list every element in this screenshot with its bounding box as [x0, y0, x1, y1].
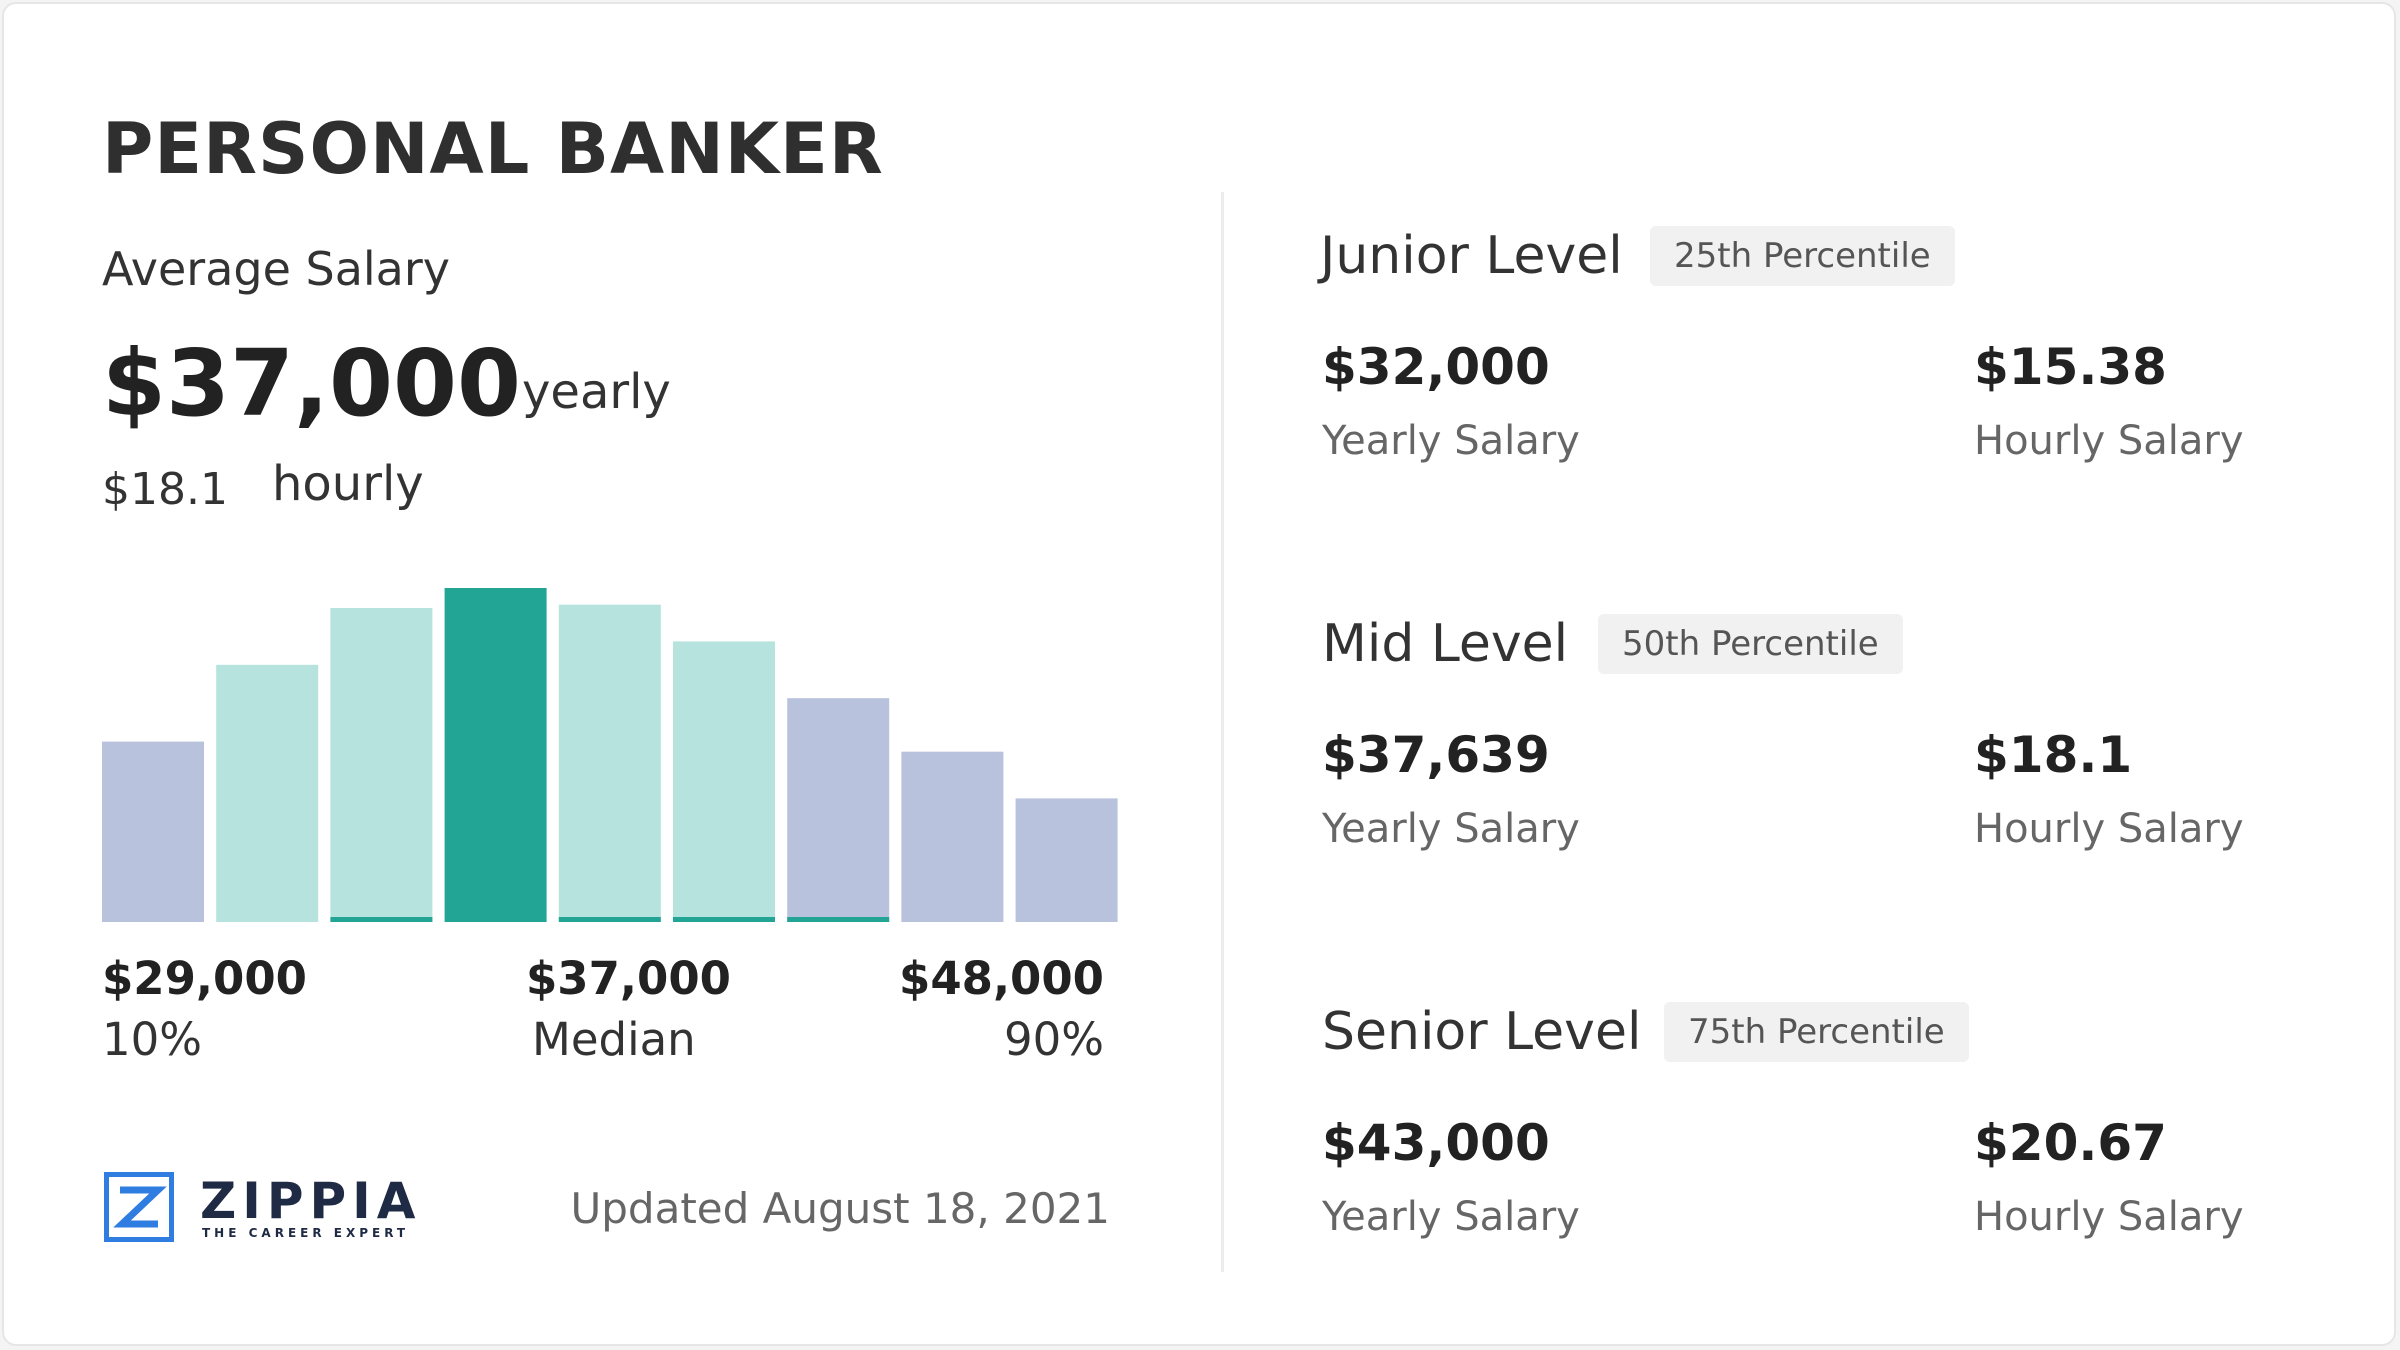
- junior-hourly-label: Hourly Salary: [1974, 418, 2244, 464]
- zippia-tagline: THE CAREER EXPERT: [202, 1226, 410, 1240]
- x-label-median-value: $37,000: [526, 952, 731, 1005]
- average-yearly-value: $37,000: [102, 330, 522, 437]
- percentile-badge-senior: 75th Percentile: [1664, 1002, 1969, 1062]
- average-yearly-unit: yearly: [522, 364, 671, 420]
- x-label-median-caption: Median: [532, 1013, 696, 1066]
- junior-hourly-value: $15.38: [1974, 338, 2167, 396]
- histogram-bar: [1015, 798, 1118, 922]
- salary-histogram: [102, 588, 1118, 922]
- percentile-badge-mid: 50th Percentile: [1598, 614, 1903, 674]
- column-divider: [1221, 192, 1224, 1272]
- x-label-low: $29,000 10%: [102, 952, 307, 1066]
- x-label-low-caption: 10%: [102, 1013, 203, 1066]
- level-title-senior: Senior Level: [1322, 1002, 1642, 1062]
- updated-date: Updated August 18, 2021: [570, 1184, 1110, 1233]
- histogram-bar: [673, 641, 775, 922]
- histogram-bar-accent-line: [330, 917, 433, 922]
- histogram-bar-accent-line: [787, 917, 890, 922]
- x-label-low-value: $29,000: [102, 952, 307, 1005]
- level-title-junior: Junior Level: [1320, 226, 1623, 286]
- x-label-high: $48,000 90%: [899, 952, 1104, 1066]
- junior-yearly-label: Yearly Salary: [1322, 418, 1580, 464]
- histogram-bar-accent-line: [673, 917, 775, 922]
- histogram-bar: [216, 664, 319, 922]
- mid-yearly-value: $37,639: [1322, 726, 1550, 784]
- histogram-bar: [901, 751, 1004, 922]
- histogram-bar: [787, 698, 890, 922]
- histogram-bar: [558, 604, 661, 922]
- histogram-bar: [102, 741, 204, 922]
- level-title-mid: Mid Level: [1322, 614, 1569, 674]
- x-label-median: $37,000 Median: [526, 952, 731, 1066]
- zippia-z-icon: [104, 1172, 174, 1242]
- histogram-bar-median: [444, 588, 547, 922]
- histogram-bar: [330, 608, 433, 922]
- junior-yearly-value: $32,000: [1322, 338, 1550, 396]
- page-title: PERSONAL BANKER: [102, 108, 884, 190]
- senior-hourly-value: $20.67: [1974, 1114, 2167, 1172]
- histogram-bar-accent-line: [558, 917, 661, 922]
- mid-hourly-label: Hourly Salary: [1974, 806, 2244, 852]
- x-label-high-caption: 90%: [1003, 1013, 1104, 1066]
- average-salary-label: Average Salary: [102, 242, 451, 296]
- average-hourly-value: $18.1: [102, 464, 228, 515]
- percentile-badge-junior: 25th Percentile: [1650, 226, 1955, 286]
- zippia-wordmark: ZIPPIA: [200, 1172, 422, 1230]
- senior-yearly-label: Yearly Salary: [1322, 1194, 1580, 1240]
- mid-yearly-label: Yearly Salary: [1322, 806, 1580, 852]
- average-hourly-unit: hourly: [272, 456, 424, 512]
- x-label-high-value: $48,000: [899, 952, 1104, 1005]
- senior-hourly-label: Hourly Salary: [1974, 1194, 2244, 1240]
- senior-yearly-value: $43,000: [1322, 1114, 1550, 1172]
- mid-hourly-value: $18.1: [1974, 726, 2133, 784]
